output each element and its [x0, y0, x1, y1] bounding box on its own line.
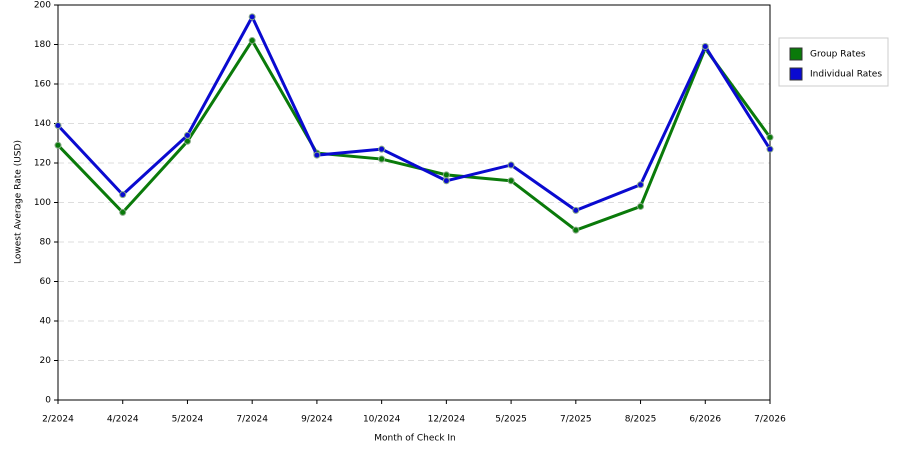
x-tick-label: 4/2024	[107, 415, 139, 425]
y-tick-label: 60	[40, 277, 52, 287]
x-tick-label: 9/2024	[301, 415, 333, 425]
y-tick-label: 100	[34, 198, 51, 208]
point	[378, 145, 386, 153]
point	[637, 181, 645, 189]
y-tick-label: 40	[40, 317, 52, 327]
x-tick-label: 6/2026	[689, 415, 721, 425]
y-tick-label: 80	[40, 238, 52, 248]
point	[248, 37, 256, 45]
y-tick-label: 180	[34, 40, 51, 50]
plot-frame	[57, 4, 771, 401]
x-tick-label: 7/2024	[236, 415, 268, 425]
x-tick-label: 5/2025	[495, 415, 527, 425]
series-line	[56, 13, 772, 213]
legend-swatch	[789, 67, 803, 81]
point	[54, 121, 62, 129]
x-tick-label: 7/2026	[754, 415, 786, 425]
point	[54, 141, 62, 149]
point	[378, 155, 386, 163]
point	[442, 171, 450, 179]
x-tick-label: 8/2025	[625, 415, 657, 425]
y-tick-label: 120	[34, 159, 51, 169]
point	[442, 177, 450, 185]
x-tick-label: 7/2025	[560, 415, 592, 425]
x-axis-label: Month of Check In	[374, 434, 456, 444]
point	[766, 133, 774, 141]
point	[183, 131, 191, 139]
point	[572, 226, 580, 234]
point	[766, 145, 774, 153]
y-tick-label: 0	[45, 396, 51, 406]
point	[637, 202, 645, 210]
x-tick-label: 5/2024	[172, 415, 204, 425]
point	[701, 42, 709, 50]
point	[507, 161, 515, 169]
y-tick-label: 160	[34, 80, 51, 90]
legend-swatch	[789, 47, 803, 61]
series-line	[56, 37, 772, 232]
y-tick-label: 140	[34, 119, 51, 129]
y-tick-label: 20	[40, 356, 52, 366]
point	[119, 208, 127, 216]
point	[313, 151, 321, 159]
y-axis-label: Lowest Average Rate (USD)	[14, 140, 24, 264]
point	[119, 191, 127, 199]
x-tick-label: 2/2024	[42, 415, 74, 425]
point	[507, 177, 515, 185]
y-tick-label: 200	[34, 1, 51, 11]
x-tick-label: 12/2024	[428, 415, 466, 425]
point	[248, 13, 256, 21]
point	[572, 206, 580, 214]
x-tick-label: 10/2024	[363, 415, 401, 425]
legend-label: Individual Rates	[810, 70, 882, 80]
legend-label: Group Rates	[810, 50, 866, 60]
